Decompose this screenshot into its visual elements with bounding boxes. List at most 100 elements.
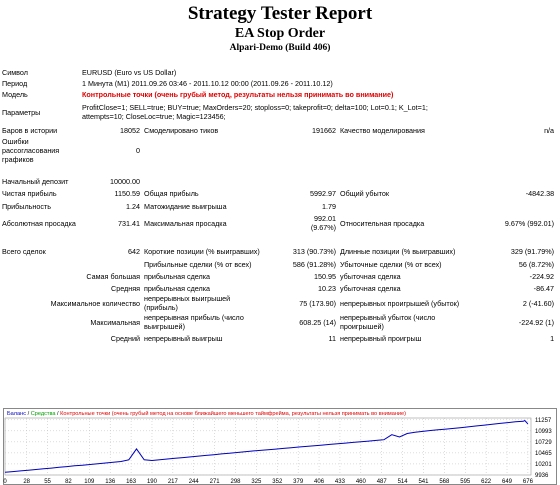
row-symbol: Символ EURUSD (Euro vs US Dollar): [0, 67, 556, 78]
params-line-1: ProfitClose=1; SELL=true; BUY=true; MaxO…: [82, 103, 428, 112]
x-tick-label: 514: [398, 479, 409, 485]
grossprofit-value: 5992.97: [310, 189, 336, 198]
y-tick-label: 9936: [535, 473, 549, 479]
maximal-loss-label: непрерывный убыток (число проигрышей): [338, 312, 466, 332]
x-tick-label: 622: [481, 479, 492, 485]
x-tick-label: 298: [231, 479, 242, 485]
legend-entry: Контрольные точки (очень грубый метод на…: [60, 410, 406, 417]
x-tick-label: 460: [356, 479, 367, 485]
maxcons-loss-value: 2 (-41.60): [522, 298, 555, 308]
profittrades-label: Прибыльные сделки (% от всех): [144, 259, 252, 269]
x-tick-label: 190: [147, 479, 158, 485]
losstrades-label: Убыточные сделки (% от всех): [340, 259, 442, 269]
long-value: 329 (91.79%): [510, 247, 555, 256]
row-bars: Баров в истории 18052 Смоделировано тико…: [0, 124, 556, 137]
x-tick-label: 271: [210, 479, 221, 485]
x-tick-label: 109: [84, 479, 95, 485]
profittrades-value: 586 (91.28%): [292, 259, 336, 269]
largest-label: Самая большая: [86, 271, 140, 281]
quality-value: n/a: [544, 126, 555, 135]
reldd-label: Относительная просадка: [340, 218, 425, 228]
netprofit-value: 1150.59: [114, 189, 140, 198]
largest-loss-value: -224.92: [529, 271, 555, 281]
row-average: Средняя прибыльная сделка 10.23 убыточна…: [0, 282, 556, 294]
row-period: Период 1 Минута (M1) 2011.09.26 03:46 - …: [0, 78, 556, 89]
grossprofit-label: Общая прибыль: [144, 189, 199, 198]
plot-area: [4, 417, 532, 476]
avg-loss-value: -86.47: [533, 283, 555, 293]
row-profitfactor: Прибыльность 1.24 Матожидание выигрыша 1…: [0, 200, 556, 213]
ticks-value: 191662: [312, 126, 336, 135]
x-tick-label: 217: [168, 479, 179, 485]
maximal-profit-value: 608.25 (14): [299, 317, 336, 327]
grossloss-value: -4842.38: [525, 189, 555, 198]
row-average-cons: Средний непрерывный выигрыш 11 непрерывн…: [0, 332, 556, 344]
errors-value: 0: [136, 146, 140, 155]
maxcons-wins-label: непрерывных выигрышей (прибыль): [144, 294, 231, 312]
y-tick-label: 11257: [535, 418, 552, 424]
avg-cons-wins-value: 11: [328, 333, 336, 343]
x-tick-label: 136: [105, 479, 116, 485]
maxcount-label: Максимальное количество: [50, 298, 140, 308]
report-title: Strategy Tester Report: [187, 3, 373, 24]
x-tick-label: 244: [189, 479, 200, 485]
x-tick-label: 163: [126, 479, 137, 485]
row-maxcount: Максимальное количество непрерывных выиг…: [0, 294, 556, 312]
x-tick-label: 649: [502, 479, 513, 485]
legend-entry: Баланс: [7, 411, 26, 417]
payoff-label: Матожидание выигрыша: [144, 202, 227, 211]
period-label: Период: [2, 79, 28, 88]
absdd-label: Абсолютная просадка: [2, 218, 76, 228]
chart-legend: Баланс / Средства / Контрольные точки (о…: [7, 410, 406, 417]
row-largest: Самая большая прибыльная сделка 150.95 у…: [0, 270, 556, 282]
report-table: Символ EURUSD (Euro vs US Dollar) Период…: [0, 67, 556, 344]
maximal-profit-label-line-2: выигрышей): [144, 322, 185, 331]
params-line-2: attempts=10; CloseLoc=true; Magic=123456…: [82, 112, 226, 121]
balance-line: [4, 419, 529, 473]
maximal-loss-value: -224.92 (1): [518, 317, 555, 327]
x-tick-label: 595: [460, 479, 471, 485]
avg-profit-label: прибыльная сделка: [144, 283, 211, 293]
short-label: Короткие позиции (% выигравших): [144, 247, 260, 256]
params-label: Параметры: [2, 107, 41, 117]
bars-value: 18052: [120, 126, 140, 135]
grossloss-label: Общий убыток: [340, 189, 389, 198]
params-value: ProfitClose=1; SELL=true; BUY=true; MaxO…: [80, 100, 556, 124]
symbol-label: Символ: [2, 68, 28, 77]
pf-label: Прибыльность: [2, 202, 51, 211]
maxdd-value-percent: (9.67%): [310, 223, 336, 232]
symbol-value: EURUSD (Euro vs US Dollar): [82, 68, 177, 77]
x-tick-label: 568: [439, 479, 450, 485]
maxdd-value-amount: 992.01: [314, 214, 336, 223]
maxdd-value: 992.01 (9.67%): [262, 213, 338, 233]
largest-profit-value: 150.95: [314, 271, 336, 281]
absdd-value: 731.41: [118, 218, 140, 228]
short-value: 313 (90.73%): [292, 247, 336, 256]
row-trades: Всего сделок 642 Короткие позиции (% выи…: [0, 245, 556, 258]
row-deposit: Начальный депозит 10000.00: [0, 175, 556, 187]
payoff-value: 1.79: [322, 202, 336, 211]
x-tick-label: 433: [335, 479, 346, 485]
row-model: Модель Контрольные точки (очень грубый м…: [0, 89, 556, 100]
period-value: 1 Минута (M1) 2011.09.26 03:46 - 2011.10…: [82, 79, 333, 88]
long-label: Длинные позиции (% выигравших): [340, 247, 456, 256]
maximal-label: Максимальная: [90, 317, 140, 327]
maximal-loss-label-line-2: проигрышей): [340, 322, 384, 331]
pf-value: 1.24: [126, 202, 140, 211]
deposit-label: Начальный депозит: [2, 176, 69, 186]
model-label: Модель: [2, 90, 28, 99]
x-tick-label: 676: [523, 479, 534, 485]
x-tick-label: 55: [44, 479, 51, 485]
avg-profit-value: 10.23: [318, 283, 336, 293]
errors-label: Ошибки рассогласования графиков: [0, 137, 80, 164]
maximal-loss-label-line-1: непрерывный убыток (число: [340, 313, 436, 322]
ticks-label: Смоделировано тиков: [144, 126, 219, 135]
row-netprofit: Чистая прибыль 1150.59 Общая прибыль 599…: [0, 187, 556, 200]
trades-value: 642: [128, 247, 140, 256]
y-tick-label: 10729: [535, 440, 552, 446]
y-tick-label: 10201: [535, 462, 552, 468]
legend-entry: Средства: [31, 411, 57, 417]
netprofit-label: Чистая прибыль: [2, 189, 57, 198]
x-tick-label: 406: [314, 479, 325, 485]
